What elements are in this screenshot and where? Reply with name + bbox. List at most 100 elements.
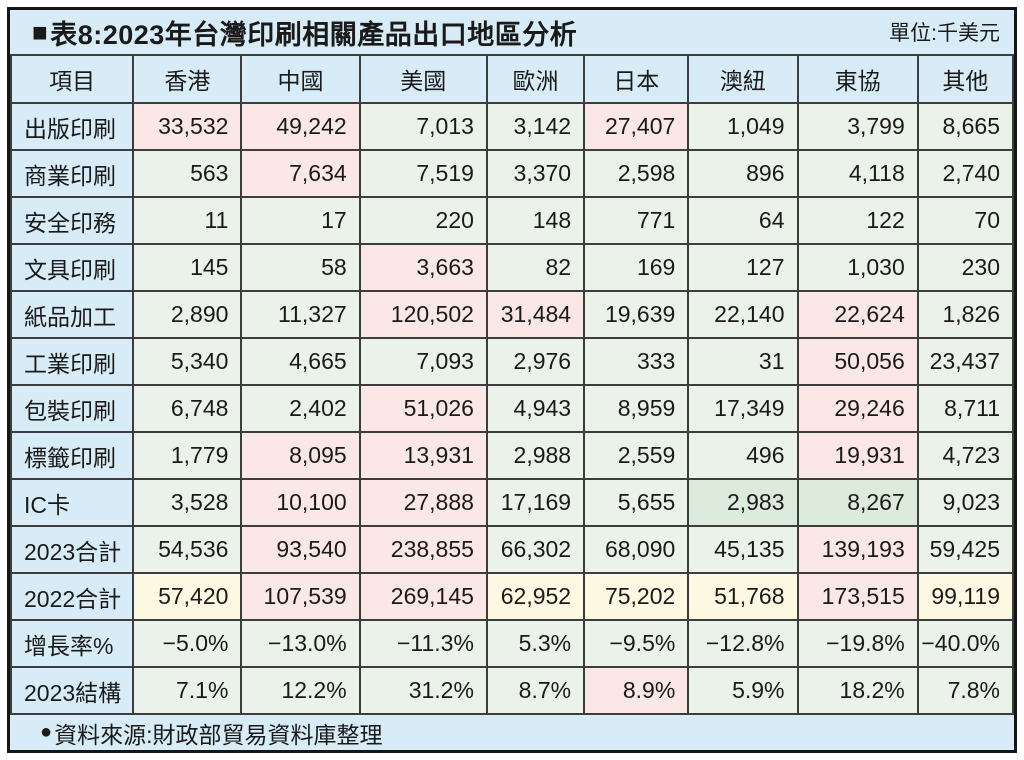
cell-1-5: 896 xyxy=(687,149,799,198)
cell-10-2: 269,145 xyxy=(358,572,488,621)
cell-11-7: −40.0% xyxy=(916,619,1015,668)
cell-6-3: 4,943 xyxy=(485,384,586,433)
row-label-2: 安全印務 xyxy=(9,196,135,245)
figure-title-text: 表8:2023年台灣印刷相關產品出口地區分析 xyxy=(50,19,578,50)
row-label-7: 標籤印刷 xyxy=(9,431,135,480)
cell-9-3: 66,302 xyxy=(485,525,586,574)
cell-7-6: 19,931 xyxy=(796,431,919,480)
cell-11-1: −13.0% xyxy=(240,619,361,668)
cell-12-3: 8.7% xyxy=(485,666,586,715)
table-row-3: 文具印刷 145 58 3,663 82 169 127 1,030 230 xyxy=(9,243,1015,292)
table-row-1: 商業印刷 563 7,634 7,519 3,370 2,598 896 4,118 2,740 xyxy=(9,149,1015,198)
column-header-3: 美國 xyxy=(358,54,488,104)
cell-0-4: 27,407 xyxy=(583,102,690,151)
cell-5-0: 5,340 xyxy=(132,337,243,386)
cell-7-1: 8,095 xyxy=(240,431,361,480)
column-header-1: 香港 xyxy=(132,54,243,104)
row-label-9: 2023合計 xyxy=(9,525,135,574)
cell-1-4: 2,598 xyxy=(583,149,690,198)
cell-7-4: 2,559 xyxy=(583,431,690,480)
black-square-icon: ■ xyxy=(32,17,49,47)
title-bar: ■ 表8:2023年台灣印刷相關產品出口地區分析 單位:千美元 xyxy=(10,10,1014,54)
cell-1-1: 7,634 xyxy=(240,149,361,198)
table-row-9: 2023合計 54,536 93,540 238,855 66,302 68,090 45,… xyxy=(9,525,1015,574)
cell-3-1: 58 xyxy=(240,243,361,292)
cell-10-7: 99,119 xyxy=(916,572,1015,621)
cell-8-5: 2,983 xyxy=(687,478,799,527)
cell-0-5: 1,049 xyxy=(687,102,799,151)
cell-9-1: 93,540 xyxy=(240,525,361,574)
cell-8-2: 27,888 xyxy=(358,478,488,527)
cell-8-6: 8,267 xyxy=(796,478,919,527)
cell-6-6: 29,246 xyxy=(796,384,919,433)
table-row-12: 2023結構 7.1% 12.2% 31.2% 8.7% 8.9% 5.9% 18.2% 7.8… xyxy=(9,666,1015,715)
cell-2-4: 771 xyxy=(583,196,690,245)
cell-2-1: 17 xyxy=(240,196,361,245)
cell-6-0: 6,748 xyxy=(132,384,243,433)
column-header-8: 其他 xyxy=(916,54,1015,104)
cell-3-6: 1,030 xyxy=(796,243,919,292)
cell-11-4: −9.5% xyxy=(583,619,690,668)
column-header-5: 日本 xyxy=(583,54,690,104)
cell-6-1: 2,402 xyxy=(240,384,361,433)
cell-10-3: 62,952 xyxy=(485,572,586,621)
cell-6-7: 8,711 xyxy=(916,384,1015,433)
row-label-5: 工業印刷 xyxy=(9,337,135,386)
cell-9-6: 139,193 xyxy=(796,525,919,574)
cell-9-7: 59,425 xyxy=(916,525,1015,574)
cell-11-6: −19.8% xyxy=(796,619,919,668)
cell-5-1: 4,665 xyxy=(240,337,361,386)
table-row-7: 標籤印刷 1,779 8,095 13,931 2,988 2,559 496 19,931 4… xyxy=(9,431,1015,480)
cell-5-4: 333 xyxy=(583,337,690,386)
cell-4-6: 22,624 xyxy=(796,290,919,339)
cell-11-5: −12.8% xyxy=(687,619,799,668)
source-note-text: 資料來源:財政部貿易資料庫整理 xyxy=(54,721,383,748)
cell-4-2: 120,502 xyxy=(358,290,488,339)
cell-5-7: 23,437 xyxy=(916,337,1015,386)
cell-2-6: 122 xyxy=(796,196,919,245)
row-label-8: IC卡 xyxy=(9,478,135,527)
export-region-table: 項目 香港 中國 美國 歐洲 日本 澳紐 東協 其他 出版印刷 33,532 49,242 7,013… xyxy=(9,54,1015,715)
cell-3-7: 230 xyxy=(916,243,1015,292)
table-row-5: 工業印刷 5,340 4,665 7,093 2,976 333 31 50,056 23,43… xyxy=(9,337,1015,386)
cell-11-0: −5.0% xyxy=(132,619,243,668)
row-label-10: 2022合計 xyxy=(9,572,135,621)
row-label-4: 紙品加工 xyxy=(9,290,135,339)
cell-4-4: 19,639 xyxy=(583,290,690,339)
cell-3-2: 3,663 xyxy=(358,243,488,292)
cell-5-2: 7,093 xyxy=(358,337,488,386)
row-label-3: 文具印刷 xyxy=(9,243,135,292)
column-header-7: 東協 xyxy=(796,54,919,104)
column-header-0: 項目 xyxy=(9,54,135,104)
cell-0-1: 49,242 xyxy=(240,102,361,151)
cell-4-7: 1,826 xyxy=(916,290,1015,339)
cell-8-7: 9,023 xyxy=(916,478,1015,527)
cell-12-4: 8.9% xyxy=(583,666,690,715)
cell-0-3: 3,142 xyxy=(485,102,586,151)
cell-9-2: 238,855 xyxy=(358,525,488,574)
cell-3-4: 169 xyxy=(583,243,690,292)
cell-4-0: 2,890 xyxy=(132,290,243,339)
cell-2-2: 220 xyxy=(358,196,488,245)
cell-4-1: 11,327 xyxy=(240,290,361,339)
source-note: ● 資料來源:財政部貿易資料庫整理 xyxy=(10,715,1014,750)
cell-2-3: 148 xyxy=(485,196,586,245)
cell-10-1: 107,539 xyxy=(240,572,361,621)
cell-2-0: 11 xyxy=(132,196,243,245)
cell-7-3: 2,988 xyxy=(485,431,586,480)
table-row-11: 增長率% −5.0% −13.0% −11.3% 5.3% −9.5% −12.8% −19.… xyxy=(9,619,1015,668)
bullet-icon: ● xyxy=(40,721,53,743)
row-label-6: 包裝印刷 xyxy=(9,384,135,433)
cell-10-6: 173,515 xyxy=(796,572,919,621)
cell-7-7: 4,723 xyxy=(916,431,1015,480)
cell-0-7: 8,665 xyxy=(916,102,1015,151)
table-row-8: IC卡 3,528 10,100 27,888 17,169 5,655 2,983 8,26… xyxy=(9,478,1015,527)
cell-8-1: 10,100 xyxy=(240,478,361,527)
cell-10-0: 57,420 xyxy=(132,572,243,621)
cell-6-4: 8,959 xyxy=(583,384,690,433)
cell-1-2: 7,519 xyxy=(358,149,488,198)
column-header-6: 澳紐 xyxy=(687,54,799,104)
cell-11-3: 5.3% xyxy=(485,619,586,668)
cell-2-7: 70 xyxy=(916,196,1015,245)
row-label-12: 2023結構 xyxy=(9,666,135,715)
